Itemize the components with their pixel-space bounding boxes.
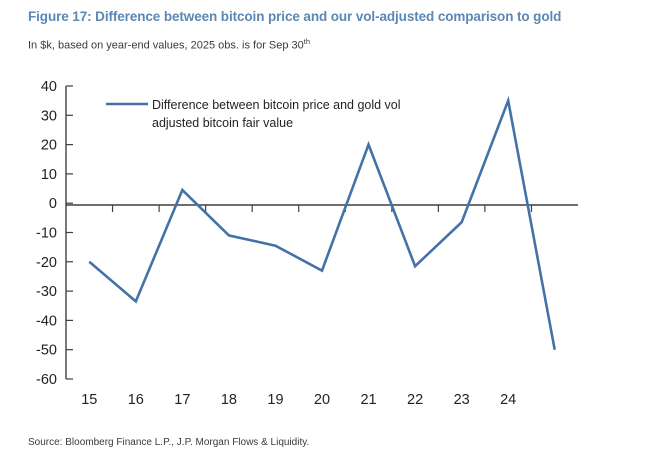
y-tick-label: 10 <box>41 167 57 183</box>
y-tick-label: -10 <box>36 226 57 242</box>
x-tick-label: 22 <box>407 392 423 408</box>
x-tick-label: 15 <box>81 392 97 408</box>
x-tick-label: 16 <box>128 392 144 408</box>
figure-subtitle-text: In $k, based on year-end values, 2025 ob… <box>28 39 304 52</box>
y-tick-label: 0 <box>49 196 57 212</box>
figure-subtitle-superscript: th <box>303 37 311 46</box>
x-tick-label: 17 <box>174 392 190 408</box>
figure-title: Figure 17: Difference between bitcoin pr… <box>28 9 562 24</box>
x-axis-tick-labels: 15 16 17 18 19 20 21 22 23 24 <box>81 392 516 408</box>
y-tick-label: -20 <box>36 255 57 271</box>
x-tick-label: 18 <box>221 392 237 408</box>
x-tick-label: 23 <box>454 392 470 408</box>
y-axis-tick-labels: 40 30 20 10 0 -10 -20 -30 -40 -50 -60 <box>36 79 57 388</box>
x-tick-label: 21 <box>360 392 376 408</box>
x-tick-label: 20 <box>314 392 330 408</box>
legend-label: Difference between bitcoin price and gol… <box>152 98 401 112</box>
legend-label-continued: adjusted bitcoin fair value <box>152 116 293 130</box>
series-group <box>88 95 557 350</box>
y-tick-label: -50 <box>36 343 57 359</box>
line-chart: 40 30 20 10 0 -10 -20 -30 -40 -50 -60 15 16 17 18 19 20… <box>36 79 578 408</box>
x-tick-label: 24 <box>500 392 516 408</box>
chart-legend: Difference between bitcoin price and gol… <box>106 98 401 130</box>
y-tick-label: -30 <box>36 284 57 300</box>
figure-subtitle: In $k, based on year-end values, 2025 ob… <box>28 37 648 52</box>
y-tick-label: 20 <box>41 138 57 154</box>
y-tick-label: -60 <box>36 372 57 388</box>
y-tick-label: 30 <box>41 108 57 124</box>
y-tick-label: 40 <box>41 79 57 95</box>
figure-source: Source: Bloomberg Finance L.P., J.P. Mor… <box>28 437 310 448</box>
x-tick-label: 19 <box>267 392 283 408</box>
series-line-0 <box>88 95 557 350</box>
y-tick-label: -40 <box>36 313 57 329</box>
y-axis-ticks <box>66 85 73 380</box>
